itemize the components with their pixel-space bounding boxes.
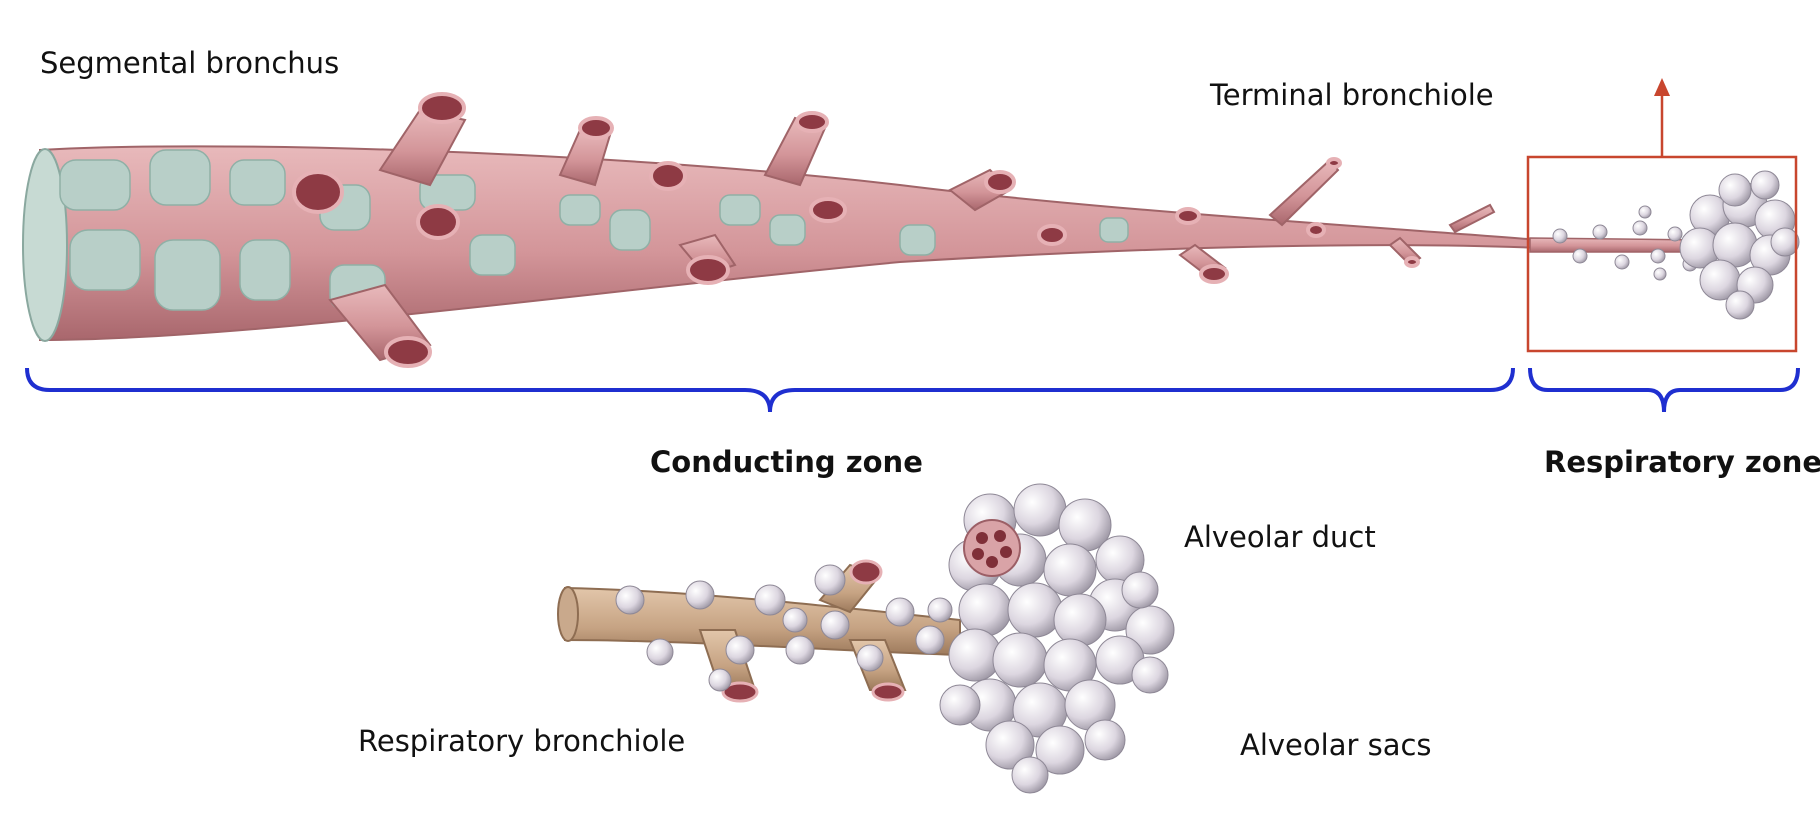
label-conducting-zone: Conducting zone xyxy=(650,445,923,479)
label-segmental-bronchus: Segmental bronchus xyxy=(40,46,340,80)
cartilage-plates xyxy=(59,149,1129,311)
label-alveolar-sacs: Alveolar sacs xyxy=(1240,728,1432,762)
label-alveolar-duct: Alveolar duct xyxy=(1184,520,1376,554)
conducting-zone-bracket xyxy=(25,367,1515,413)
alveolar-duct-opening xyxy=(963,519,1021,577)
branch-openings xyxy=(292,92,1420,368)
label-terminal-bronchiole: Terminal bronchiole xyxy=(1210,78,1494,112)
enlarged-respiratory-unit xyxy=(557,483,1175,794)
terminal-respiratory-unit xyxy=(1529,170,1800,320)
bronchial-tree xyxy=(22,92,1800,368)
label-respiratory-zone: Respiratory zone xyxy=(1544,445,1820,479)
bronchiole-alveoli xyxy=(615,564,953,692)
segmental-bronchus-end xyxy=(22,148,68,342)
alveolar-sac-cluster xyxy=(939,483,1175,794)
zoom-arrow-head xyxy=(1654,78,1670,96)
respiratory-zone-bracket xyxy=(1528,367,1800,413)
label-respiratory-bronchiole: Respiratory bronchiole xyxy=(358,724,686,758)
